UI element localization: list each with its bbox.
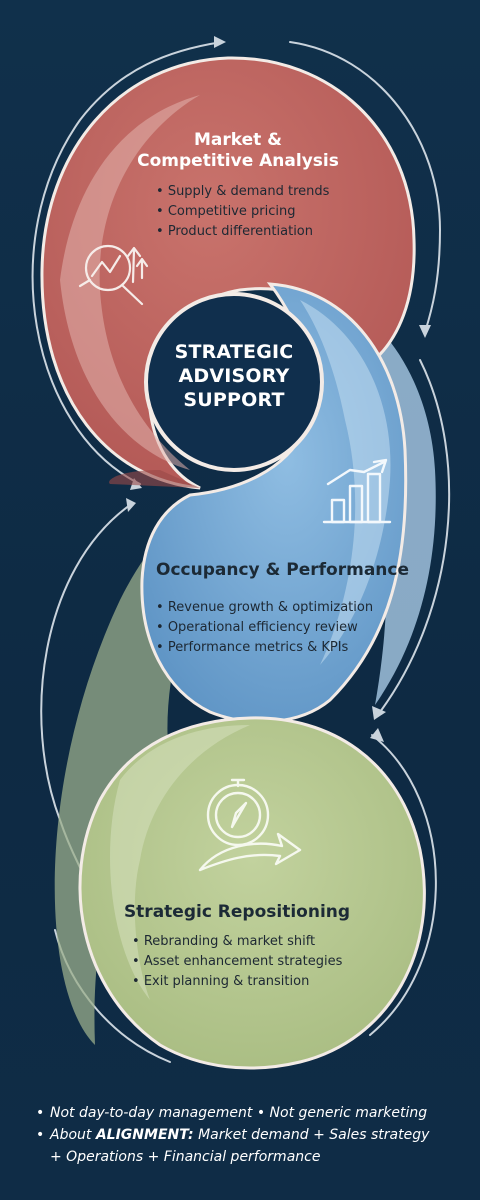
bottom-right-arc-arrow	[369, 734, 437, 1036]
list-item: Revenue growth & optimization	[156, 598, 406, 618]
growth-bar-chart-icon	[322, 458, 392, 524]
arrow-head-1	[214, 36, 226, 48]
footer-line-2-prefix: About	[50, 1127, 96, 1143]
market-title: Market & Competitive Analysis	[118, 130, 358, 172]
list-item: Operational efficiency review	[156, 618, 406, 638]
top-right-arc-arrow	[289, 41, 442, 333]
mid-right-arc-arrow	[379, 359, 451, 713]
list-item: Rebranding & market shift	[132, 932, 382, 952]
repositioning-title: Strategic Repositioning	[123, 902, 351, 922]
footer-line-2-suffix: Market demand + Sales strategy	[193, 1127, 430, 1143]
center-label-line-2: ADVISORY	[178, 365, 290, 387]
footer-line-1: Not day-to-day management • Not generic …	[36, 1102, 466, 1124]
market-title-line-1: Market &	[193, 130, 283, 150]
footer-line-2: About ALIGNMENT: Market demand + Sales s…	[36, 1124, 466, 1146]
footer-line-3: + Operations + Financial performance	[50, 1149, 321, 1165]
occupancy-list: Revenue growth & optimization Operationa…	[156, 598, 406, 658]
arrow-head-2	[419, 325, 431, 338]
arrow-head-4	[126, 498, 136, 512]
footer-alignment-keyword: ALIGNMENT:	[95, 1127, 194, 1143]
list-item: Competitive pricing	[156, 202, 376, 222]
list-item: Product differentiation	[156, 222, 376, 242]
center-circle	[144, 292, 324, 472]
compass-arrow-icon	[198, 778, 302, 872]
magnifier-chart-icon	[78, 244, 149, 306]
arrow-head-6	[370, 728, 384, 742]
center-label: STRATEGIC ADVISORY SUPPORT	[150, 340, 318, 412]
footer-notes: Not day-to-day management • Not generic …	[36, 1102, 466, 1168]
center-label-line-1: STRATEGIC	[174, 341, 294, 363]
occupancy-title: Occupancy & Performance	[156, 560, 409, 580]
list-item: Supply & demand trends	[156, 182, 376, 202]
repositioning-lobe	[78, 716, 426, 1070]
list-item: Performance metrics & KPIs	[156, 638, 406, 658]
list-item: Asset enhancement strategies	[132, 952, 382, 972]
list-item: Exit planning & transition	[132, 972, 382, 992]
center-label-line-3: SUPPORT	[183, 389, 285, 411]
repositioning-list: Rebranding & market shift Asset enhancem…	[132, 932, 382, 992]
arrow-head-3	[372, 706, 386, 720]
top-left-arc-arrow	[31, 41, 223, 485]
market-title-line-2: Competitive Analysis	[137, 151, 339, 171]
market-list: Supply & demand trends Competitive prici…	[156, 182, 376, 242]
